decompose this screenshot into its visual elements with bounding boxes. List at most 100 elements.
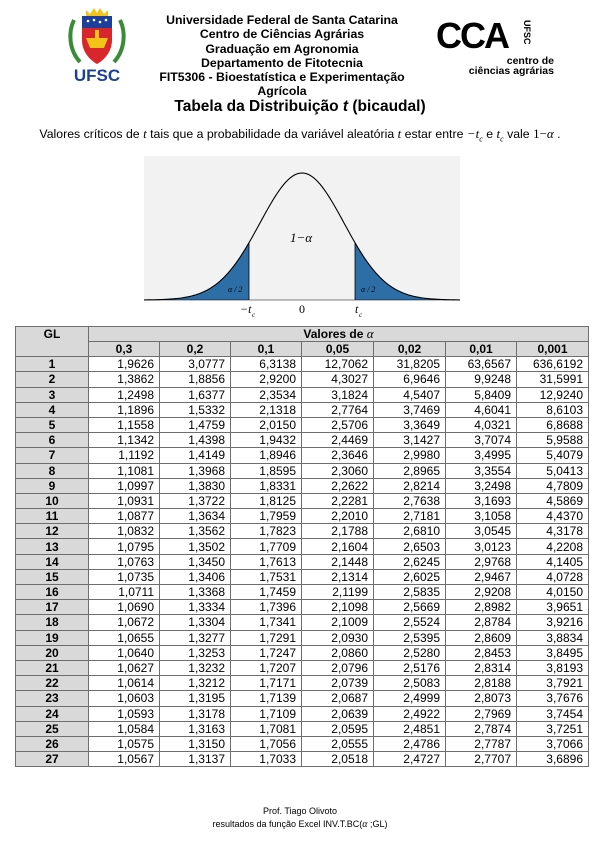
gl-cell: 12: [15, 523, 89, 540]
cca-logo: CCA UFSC centro de ciências agrárias: [436, 18, 556, 80]
left-tail-label: α / 2: [228, 285, 242, 294]
table-row: 18 1,0672 1,3304 1,7341 2,1009 2,5524 2,8784 3,…: [15, 614, 589, 631]
critical-value-cell: 2,5524: [373, 614, 446, 631]
table-row: 26 1,0575 1,3150 1,7056 2,0555 2,4786 2,7787 3,…: [15, 735, 589, 753]
gl-cell: 18: [15, 614, 89, 631]
gl-cell: 26: [15, 735, 89, 753]
subtitle-sub-c-2: c: [500, 134, 504, 144]
critical-value-cell: 1,3304: [159, 614, 231, 631]
university-name: Universidade Federal de Santa Catarina: [166, 13, 398, 27]
critical-value-cell: 3,9216: [516, 614, 589, 631]
table-row: 5 1,1558 1,4759 2,0150 2,5706 3,3649 4,0321 6,8…: [15, 416, 589, 434]
critical-value-cell: 2,2010: [301, 508, 374, 525]
gl-cell: 8: [15, 462, 89, 479]
critical-value-cell: 12,9240: [516, 386, 589, 403]
center-area-label: 1−α: [290, 230, 313, 245]
subtitle-one-minus: 1−: [533, 126, 547, 141]
critical-value-cell: 1,0614: [88, 675, 160, 692]
gl-cell: 19: [15, 629, 89, 646]
critical-value-cell: 1,7341: [230, 614, 302, 631]
subtitle-neg-tc: −t: [466, 126, 480, 141]
subtitle-text-1: Valores críticos de: [39, 127, 144, 141]
critical-value-cell: 3,0123: [445, 538, 517, 555]
critical-value-cell: 1,7823: [230, 523, 302, 540]
alpha-symbol: α: [366, 326, 374, 341]
critical-value-cell: 2,7787: [445, 735, 517, 753]
cca-logo-subtitle: centro de ciências agrárias: [438, 56, 554, 77]
table-row: 16 1,0711 1,3368 1,7459 2,1199 2,5835 2,9208 4,…: [15, 583, 589, 601]
critical-value-cell: 1,5332: [159, 401, 231, 418]
cca-logo-ufsc: UFSC: [522, 20, 532, 45]
critical-value-cell: 3,2498: [445, 477, 517, 494]
alpha-values-header: Valores de α: [88, 326, 589, 342]
critical-value-cell: 1,0627: [88, 659, 160, 677]
critical-value-cell: 2,7181: [373, 508, 446, 525]
critical-value-cell: 3,6896: [516, 751, 589, 768]
table-row: 6 1,1342 1,4398 1,9432 2,4469 3,1427 3,7074 5,9…: [15, 432, 589, 449]
critical-value-cell: 2,4851: [373, 720, 446, 737]
program-name: Graduação em Agronomia: [205, 41, 359, 56]
critical-value-cell: 2,8609: [445, 629, 517, 646]
critical-value-cell: 31,8205: [373, 356, 446, 373]
table-row: 8 1,1081 1,3968 1,8595 2,3060 2,8965 3,3554 5,0…: [15, 462, 589, 479]
critical-value-cell: 1,3830: [159, 477, 231, 494]
critical-value-cell: 2,4786: [373, 735, 446, 753]
source-note-prefix: resultados da função Excel INV.T.BC(: [212, 819, 363, 829]
critical-value-cell: 5,9588: [516, 432, 589, 449]
x-label-neg-tc-sub: c: [252, 311, 256, 319]
critical-values-table: GL Valores de α 0,3 0,2 0,1 0,05 0,02 0,01 0,0…: [15, 325, 589, 768]
critical-value-cell: 3,3649: [373, 416, 446, 434]
critical-value-cell: 2,7764: [301, 401, 374, 418]
critical-value-cell: 1,3195: [159, 690, 231, 707]
gl-cell: 3: [15, 386, 89, 403]
figure-panel: [144, 156, 460, 300]
critical-value-cell: 1,8125: [230, 492, 302, 510]
x-label-tc-sub: c: [359, 311, 363, 319]
critical-value-cell: 2,8965: [373, 462, 446, 479]
critical-value-cell: 1,8946: [230, 447, 302, 464]
left-tail-area: [144, 242, 249, 300]
critical-value-cell: 2,1199: [301, 583, 374, 601]
gl-cell: 1: [15, 356, 89, 373]
critical-value-cell: 2,5706: [301, 416, 374, 434]
critical-value-cell: 3,7454: [516, 705, 589, 722]
cca-logo-letters: CCA: [436, 15, 510, 56]
table-row: 12 1,0832 1,3562 1,7823 2,1788 2,6810 3,0545 4,…: [15, 523, 589, 540]
critical-value-cell: 1,1192: [88, 447, 160, 464]
critical-value-cell: 2,2281: [301, 492, 374, 510]
critical-value-cell: 1,4149: [159, 447, 231, 464]
source-note: resultados da função Excel INV.T.BC(α ;G…: [0, 818, 600, 831]
critical-value-cell: 2,3060: [301, 462, 374, 479]
table-row: 20 1,0640 1,3253 1,7247 2,0860 2,5280 2,8453 3,…: [15, 644, 589, 661]
critical-value-cell: 1,1896: [88, 401, 160, 418]
alpha-level-header: 0,1: [230, 340, 302, 358]
critical-value-cell: 1,3450: [159, 553, 231, 570]
critical-value-cell: 1,0711: [88, 583, 160, 601]
critical-value-cell: 1,0584: [88, 720, 160, 737]
critical-value-cell: 1,0690: [88, 599, 160, 616]
right-tail-area: [355, 242, 460, 300]
table-row: 11 1,0877 1,3634 1,7959 2,2010 2,7181 3,1058 4,…: [15, 508, 589, 525]
critical-value-cell: 1,3137: [159, 751, 231, 768]
critical-value-cell: 1,3722: [159, 492, 231, 510]
table-row: 14 1,0763 1,3450 1,7613 2,1448 2,6245 2,9768 4,…: [15, 553, 589, 570]
critical-value-cell: 1,0997: [88, 477, 160, 494]
critical-value-cell: 5,0413: [516, 462, 589, 479]
critical-value-cell: 1,3212: [159, 675, 231, 692]
critical-value-cell: 1,0832: [88, 523, 160, 540]
subtitle-text-6: .: [553, 127, 561, 141]
critical-value-cell: 2,0860: [301, 644, 374, 661]
gl-cell: 9: [15, 477, 89, 494]
critical-value-cell: 4,0321: [445, 416, 517, 434]
critical-value-cell: 2,0739: [301, 675, 374, 692]
critical-value-cell: 2,8453: [445, 644, 517, 661]
critical-value-cell: 1,0763: [88, 553, 160, 570]
critical-value-cell: 3,1693: [445, 492, 517, 510]
gl-cell: 22: [15, 675, 89, 692]
critical-value-cell: 1,9432: [230, 432, 302, 449]
critical-value-cell: 2,1318: [230, 401, 302, 418]
critical-value-cell: 2,0150: [230, 416, 302, 434]
gl-cell: 24: [15, 705, 89, 722]
critical-value-cell: 1,8595: [230, 462, 302, 479]
critical-value-cell: 2,8982: [445, 599, 517, 616]
